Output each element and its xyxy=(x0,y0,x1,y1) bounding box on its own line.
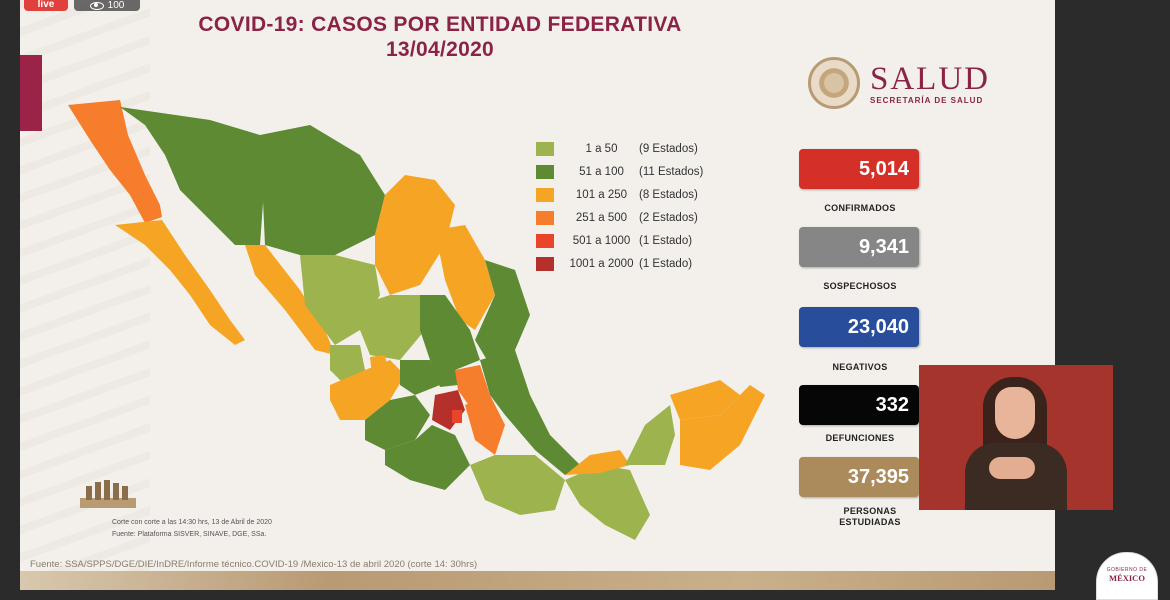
gov-logo-main-text: MÉXICO xyxy=(1109,573,1145,583)
state-tamaulipas[interactable] xyxy=(475,260,530,365)
sospechosos-label: SOSPECHOSOS xyxy=(823,281,897,291)
state-campeche[interactable] xyxy=(625,405,675,465)
eye-icon xyxy=(89,1,104,10)
state-michoacan[interactable] xyxy=(365,395,430,450)
state-aguascalientes[interactable] xyxy=(370,355,388,375)
title-date: 13/04/2020 xyxy=(385,38,495,61)
bottom-bar xyxy=(20,571,1055,590)
state-chiapas[interactable] xyxy=(565,465,650,540)
legend-item: 1 a 50 (9 Estados) xyxy=(536,137,729,160)
state-hidalgo[interactable] xyxy=(455,365,490,407)
estudiadas-label-line-2: ESTUDIADAS xyxy=(839,517,901,527)
legend-item: 101 a 250 (8 Estados) xyxy=(536,183,729,206)
gobierno-de-mexico-logo: GOBIERNO DE MÉXICO xyxy=(1096,552,1158,600)
defunciones-label: DEFUNCIONES xyxy=(825,433,895,443)
state-nuevo-leon[interactable] xyxy=(435,225,495,330)
interpreter-face xyxy=(995,387,1035,439)
legend-range: 501 a 1000 xyxy=(572,234,631,247)
defunciones-value: 332 xyxy=(799,385,919,425)
legend-range: 101 a 250 xyxy=(575,188,628,201)
state-sonora[interactable] xyxy=(120,107,265,245)
state-jalisco[interactable] xyxy=(330,360,405,420)
live-badge: live xyxy=(24,0,68,11)
state-tabasco[interactable] xyxy=(565,450,630,475)
state-guanajuato[interactable] xyxy=(400,360,440,395)
logo-sub-text: SECRETARÍA DE SALUD xyxy=(870,95,984,105)
slide-tab-marker xyxy=(20,55,42,131)
estudiadas-label: PERSONAS ESTUDIADAS xyxy=(830,506,910,528)
legend-swatch xyxy=(536,256,554,271)
estudiadas-label-line-1: PERSONAS xyxy=(843,506,897,516)
interpreter-hands xyxy=(989,457,1035,479)
legend-count: (11 Estados) xyxy=(639,165,704,178)
legend-range: 251 a 500 xyxy=(575,211,628,224)
legend-item: 501 a 1000 (1 Estado) xyxy=(536,229,729,252)
legend: 1 a 50 (9 Estados) 51 a 100 (11 Estados)… xyxy=(536,137,729,275)
heroes-icon xyxy=(80,480,136,508)
legend-item: 1001 a 2000 (1 Estado) xyxy=(536,252,729,275)
state-quintana-roo[interactable] xyxy=(680,385,765,470)
sign-language-interpreter-video xyxy=(919,365,1113,510)
legend-count: (1 Estado) xyxy=(639,257,693,270)
legend-swatch xyxy=(536,187,554,202)
state-baja-california[interactable] xyxy=(68,100,162,223)
footer-note-line-1: Corte con corte a las 14:30 hrs, 13 de A… xyxy=(112,519,272,526)
state-cdmx[interactable] xyxy=(452,410,462,423)
legend-range: 1 a 50 xyxy=(585,142,618,155)
legend-swatch xyxy=(536,164,554,179)
gov-logo-top-text: GOBIERNO DE xyxy=(1106,567,1148,573)
legend-range: 51 a 100 xyxy=(579,165,624,178)
confirmados-label: CONFIRMADOS xyxy=(824,203,896,213)
sospechosos-value: 9,341 xyxy=(799,227,919,267)
legend-count: (1 Estado) xyxy=(639,234,693,247)
footer-note-line-2: Fuente: Plataforma SISVER, SINAVE, DGE, … xyxy=(112,531,267,538)
state-coahuila[interactable] xyxy=(375,175,455,295)
logo-text: SALUD SECRETARÍA DE SALUD xyxy=(870,62,990,105)
page-title: COVID-19: CASOS POR ENTIDAD FEDERATIVA 1… xyxy=(140,12,740,62)
legend-swatch xyxy=(536,233,554,248)
state-veracruz[interactable] xyxy=(480,350,580,475)
confirmados-value: 5,014 xyxy=(799,149,919,189)
state-yucatan[interactable] xyxy=(670,380,740,420)
state-oaxaca[interactable] xyxy=(470,455,565,515)
legend-swatch xyxy=(536,210,554,225)
legend-item: 51 a 100 (11 Estados) xyxy=(536,160,729,183)
estudiadas-value: 37,395 xyxy=(799,457,919,497)
legend-item: 251 a 500 (2 Estados) xyxy=(536,206,729,229)
legend-swatch xyxy=(536,141,554,156)
legend-count: (8 Estados) xyxy=(639,188,698,201)
legend-range: 1001 a 2000 xyxy=(569,257,634,270)
legend-count: (2 Estados) xyxy=(639,211,698,224)
viewer-count: 100 xyxy=(107,0,125,11)
negativos-value: 23,040 xyxy=(799,307,919,347)
logo-main-text: SALUD xyxy=(870,60,991,97)
state-sinaloa[interactable] xyxy=(245,245,335,355)
negativos-label: NEGATIVOS xyxy=(832,362,888,372)
title-line-1: COVID-19: CASOS POR ENTIDAD FEDERATIVA xyxy=(198,13,682,36)
seal-icon xyxy=(808,57,860,109)
legend-count: (9 Estados) xyxy=(639,142,698,155)
salud-logo: SALUD SECRETARÍA DE SALUD xyxy=(808,57,990,109)
source-text: Fuente: SSA/SPPS/DGE/DIE/InDRE/Informe t… xyxy=(30,559,478,570)
viewer-count-badge: 100 xyxy=(74,0,140,11)
state-chihuahua[interactable] xyxy=(260,125,385,255)
state-zacatecas[interactable] xyxy=(360,295,425,360)
state-queretaro[interactable] xyxy=(430,360,458,387)
footer-note: Corte con corte a las 14:30 hrs, 13 de A… xyxy=(112,517,272,541)
state-san-luis-potosi[interactable] xyxy=(420,295,480,370)
state-puebla[interactable] xyxy=(465,395,505,455)
state-baja-california-sur[interactable] xyxy=(115,220,245,345)
state-guerrero[interactable] xyxy=(385,425,470,490)
mexico-map xyxy=(68,100,765,540)
